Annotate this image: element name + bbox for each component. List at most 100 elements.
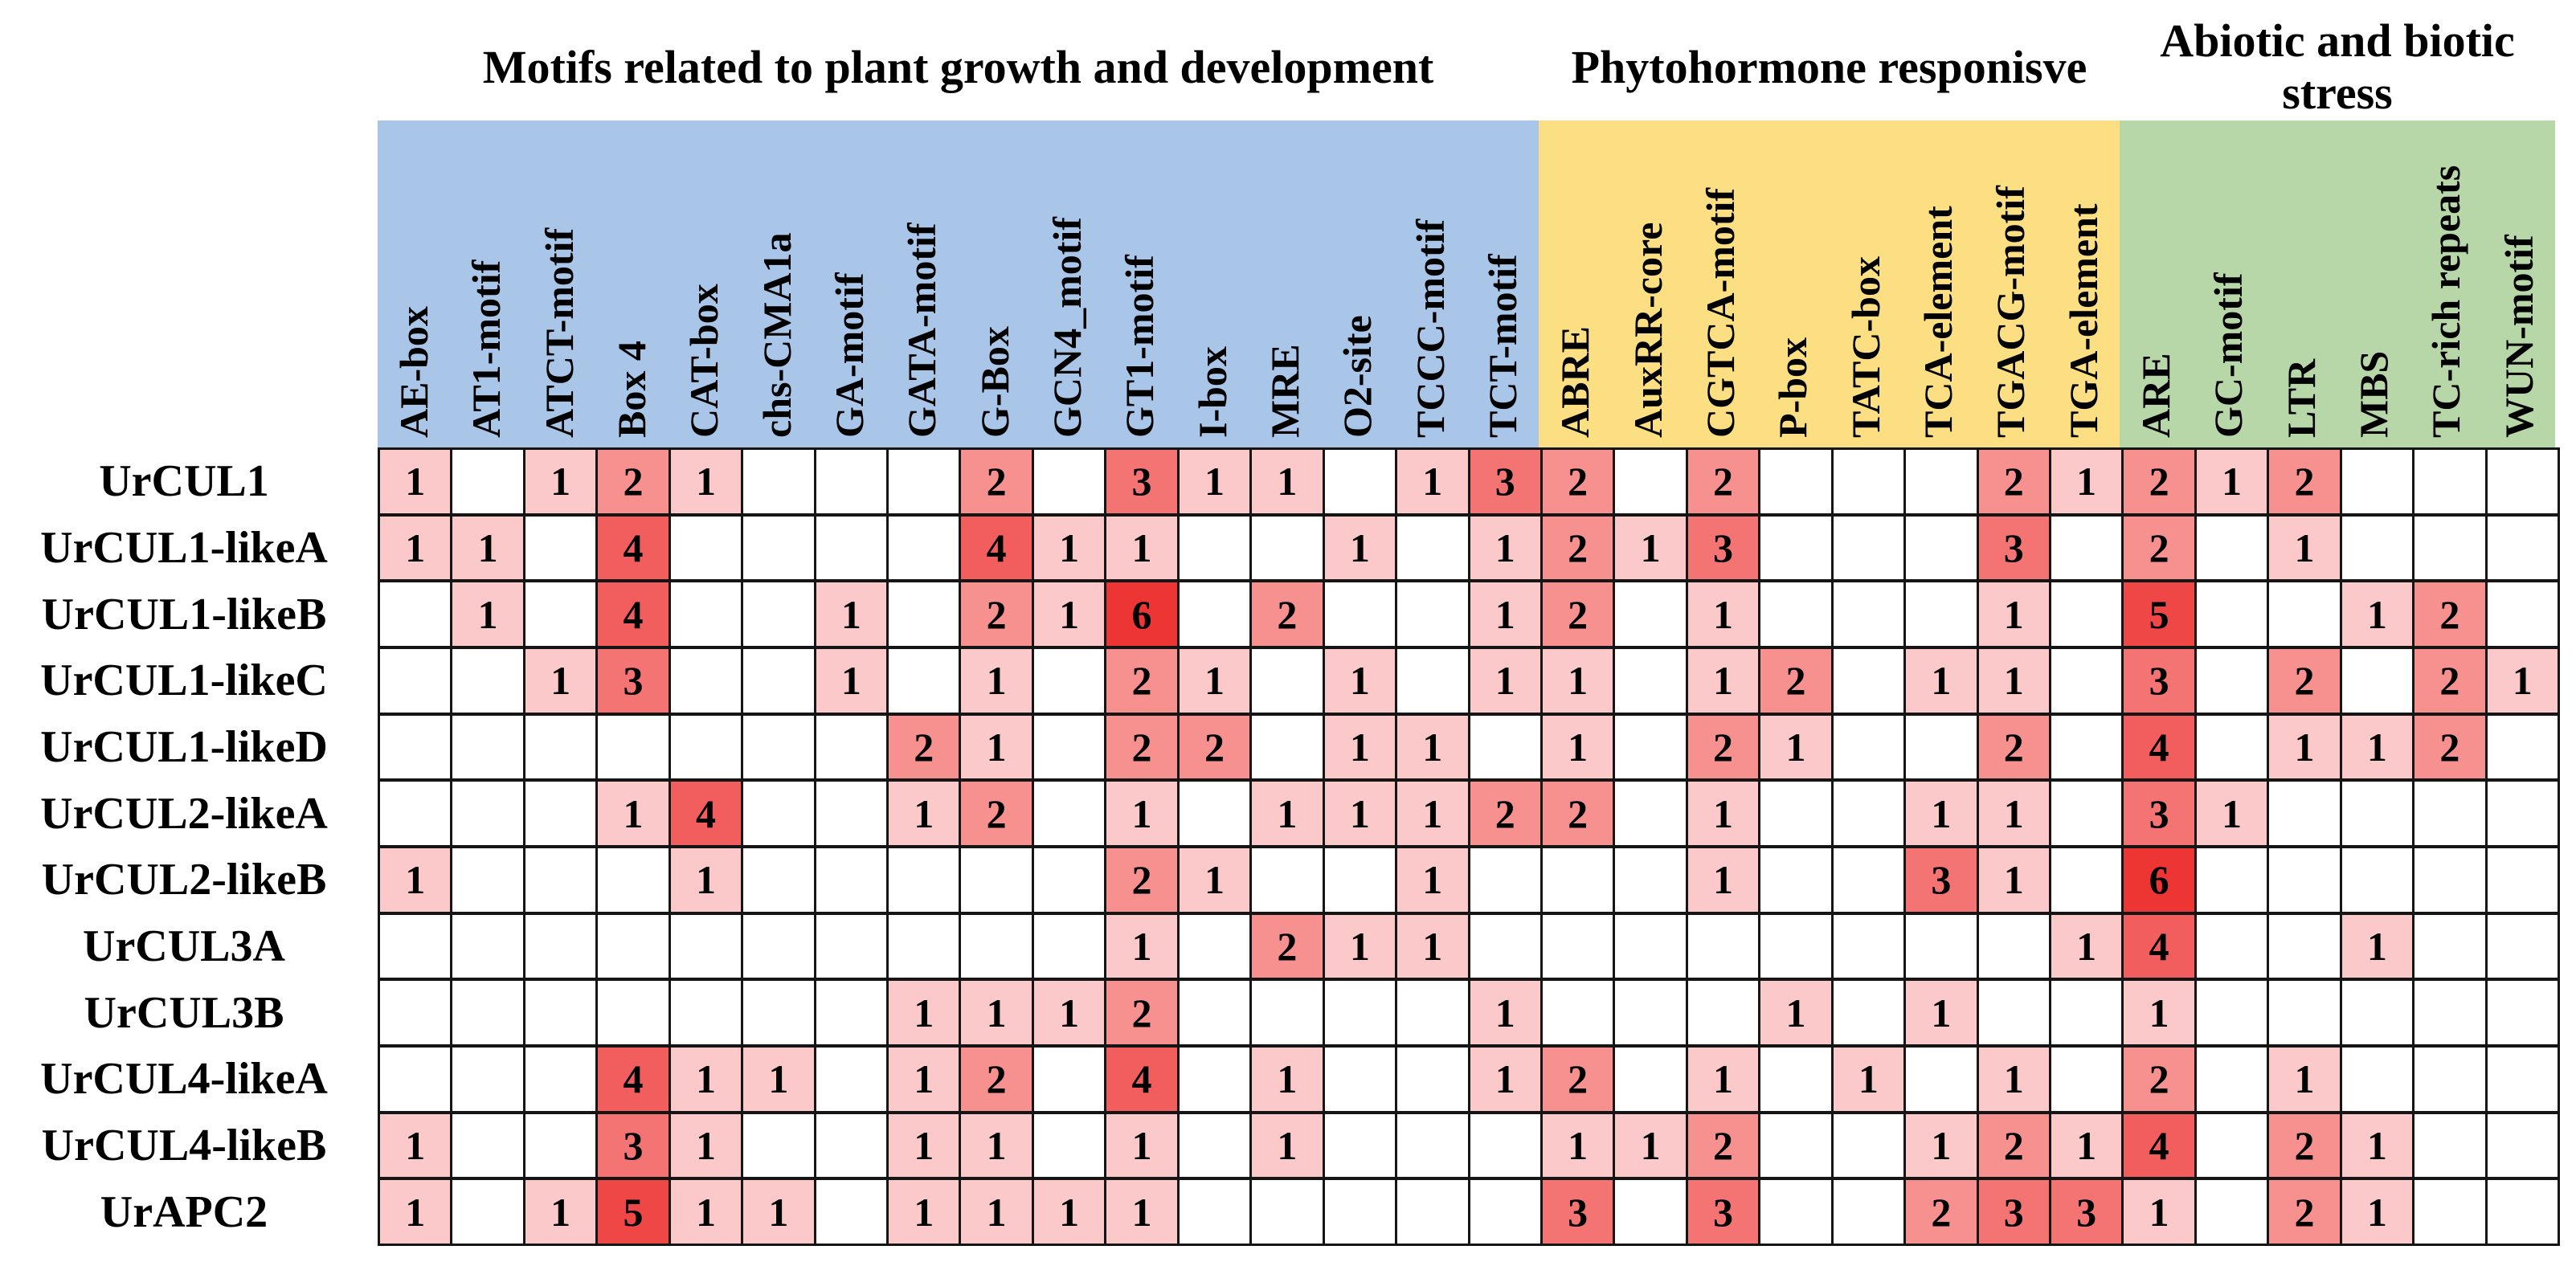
heatmap-cell: 1: [1542, 648, 1613, 713]
heatmap-cell: 1: [1252, 1047, 1323, 1111]
heatmap-cell: [2341, 648, 2413, 713]
heatmap-cell: [2051, 1047, 2122, 1111]
heatmap-cell: [670, 516, 742, 580]
heatmap-cell: [1252, 847, 1323, 912]
row-labels: UrCUL1 UrCUL1-likeA UrCUL1-likeB UrCUL1-lik…: [0, 447, 368, 1246]
group-title-phytohormone: Phytohormone responisve: [1571, 40, 2087, 93]
heatmap-cell: [2269, 582, 2340, 646]
heatmap-cell: 1: [2124, 1180, 2194, 1244]
heatmap-cell: 1: [452, 582, 523, 646]
heatmap-cell: 2: [1978, 715, 2049, 779]
heatmap-cell: [2414, 847, 2485, 912]
heatmap-cell: 1: [1978, 648, 2049, 713]
heatmap-cell: [1324, 1113, 1396, 1178]
column-label: ARE: [2133, 353, 2179, 438]
heatmap-cell: 2: [1470, 782, 1540, 845]
heatmap-cell: 2: [961, 582, 1032, 646]
heatmap-cell: 1: [1978, 782, 2049, 845]
column-label: GCN4_motif: [1045, 217, 1090, 438]
heatmap-cell: [1760, 782, 1831, 845]
heatmap-cell: [2414, 914, 2485, 978]
heatmap-cell: 1: [1106, 516, 1177, 580]
heatmap-cell: [2487, 914, 2558, 978]
heatmap-cell: 4: [961, 516, 1032, 580]
row-label: UrCUL3B: [84, 987, 284, 1038]
heatmap-cell: 1: [1470, 981, 1540, 1044]
heatmap-cell: [2487, 582, 2558, 646]
heatmap-cell: [2341, 450, 2413, 513]
heatmap-cell: 1: [1542, 1113, 1613, 1178]
heatmap-cell: [1833, 981, 1904, 1044]
heatmap-cell: 2: [961, 450, 1032, 513]
heatmap-cell: [2196, 715, 2267, 779]
heatmap-cell: [670, 715, 742, 779]
heatmap-cell: [2414, 1047, 2485, 1111]
heatmap-cell: [525, 715, 596, 779]
column-label: chs-CMA1a: [754, 232, 799, 438]
heatmap-cell: 2: [961, 782, 1032, 845]
heatmap-cell: [1324, 450, 1396, 513]
column-label: GC-motif: [2206, 272, 2251, 439]
heatmap-cell: 1: [1106, 1113, 1177, 1178]
heatmap-cell: [2414, 981, 2485, 1044]
heatmap-cell: 1: [1470, 1047, 1540, 1111]
heatmap-cell: 1: [1542, 715, 1613, 779]
header-band-growth-development: [378, 120, 1539, 447]
heatmap-cell: 2: [2414, 715, 2485, 779]
heatmap-cell: [452, 914, 523, 978]
heatmap-cell: 3: [598, 1113, 669, 1178]
heatmap-cell: [743, 782, 814, 845]
heatmap-cell: [1833, 1113, 1904, 1178]
heatmap-cell: [2487, 1180, 2558, 1244]
column-label: TGA-element: [2060, 203, 2106, 438]
heatmap-cell: 1: [2051, 1113, 2122, 1178]
heatmap-cell: 2: [2269, 1180, 2340, 1244]
heatmap-cell: [2196, 516, 2267, 580]
heatmap-cell: [1179, 981, 1250, 1044]
heatmap-cell: 2: [1978, 450, 2049, 513]
heatmap-cell: 3: [2124, 648, 2194, 713]
heatmap-cell: [961, 847, 1032, 912]
heatmap-cell: [816, 1180, 887, 1244]
heatmap-cell: [2414, 450, 2485, 513]
heatmap-cell: [2341, 847, 2413, 912]
heatmap-cell: [2196, 648, 2267, 713]
heatmap-cell: 2: [2414, 648, 2485, 713]
heatmap-cell: 3: [1978, 516, 2049, 580]
heatmap-cell: 2: [2124, 516, 2194, 580]
heatmap-cell: [1324, 981, 1396, 1044]
heatmap-cell: 2: [2269, 1113, 2340, 1178]
heatmap-cell: [1760, 516, 1831, 580]
heatmap-cell: 1: [743, 1180, 814, 1244]
heatmap-cell: [2196, 1113, 2267, 1178]
heatmap-cell: [598, 981, 669, 1044]
row-label: UrCUL2-likeA: [40, 788, 328, 839]
heatmap-cell: [2051, 847, 2122, 912]
heatmap-cell: [743, 847, 814, 912]
heatmap-cell: 4: [598, 516, 669, 580]
heatmap-cell: [743, 516, 814, 580]
column-label: AT1-motif: [464, 259, 509, 438]
group-title-abiotic-biotic-stress: Abiotic and biotic stress: [2160, 14, 2515, 119]
heatmap-cell: [1615, 648, 1686, 713]
column-label: G-Box: [971, 326, 1017, 438]
column-label: I-box: [1189, 346, 1235, 438]
heatmap-cell: [1324, 1047, 1396, 1111]
heatmap-cell: [743, 450, 814, 513]
heatmap-cell: 4: [2124, 1113, 2194, 1178]
heatmap-cell: 1: [1470, 648, 1540, 713]
heatmap-cell: [816, 1113, 887, 1178]
heatmap-cell: [1615, 914, 1686, 978]
heatmap-cell: [1906, 582, 1977, 646]
heatmap-cell: [1760, 450, 1831, 513]
column-label: GA-motif: [827, 272, 873, 439]
heatmap-cell: [1542, 914, 1613, 978]
heatmap-cell: [380, 914, 451, 978]
heatmap-cell: [1252, 648, 1323, 713]
heatmap-cell: 1: [1106, 1180, 1177, 1244]
heatmap-cell: [2414, 1113, 2485, 1178]
heatmap-cell: [2196, 847, 2267, 912]
heatmap-cell: [816, 981, 887, 1044]
heatmap-cell: 1: [1179, 648, 1250, 713]
heatmap-cell: [525, 516, 596, 580]
